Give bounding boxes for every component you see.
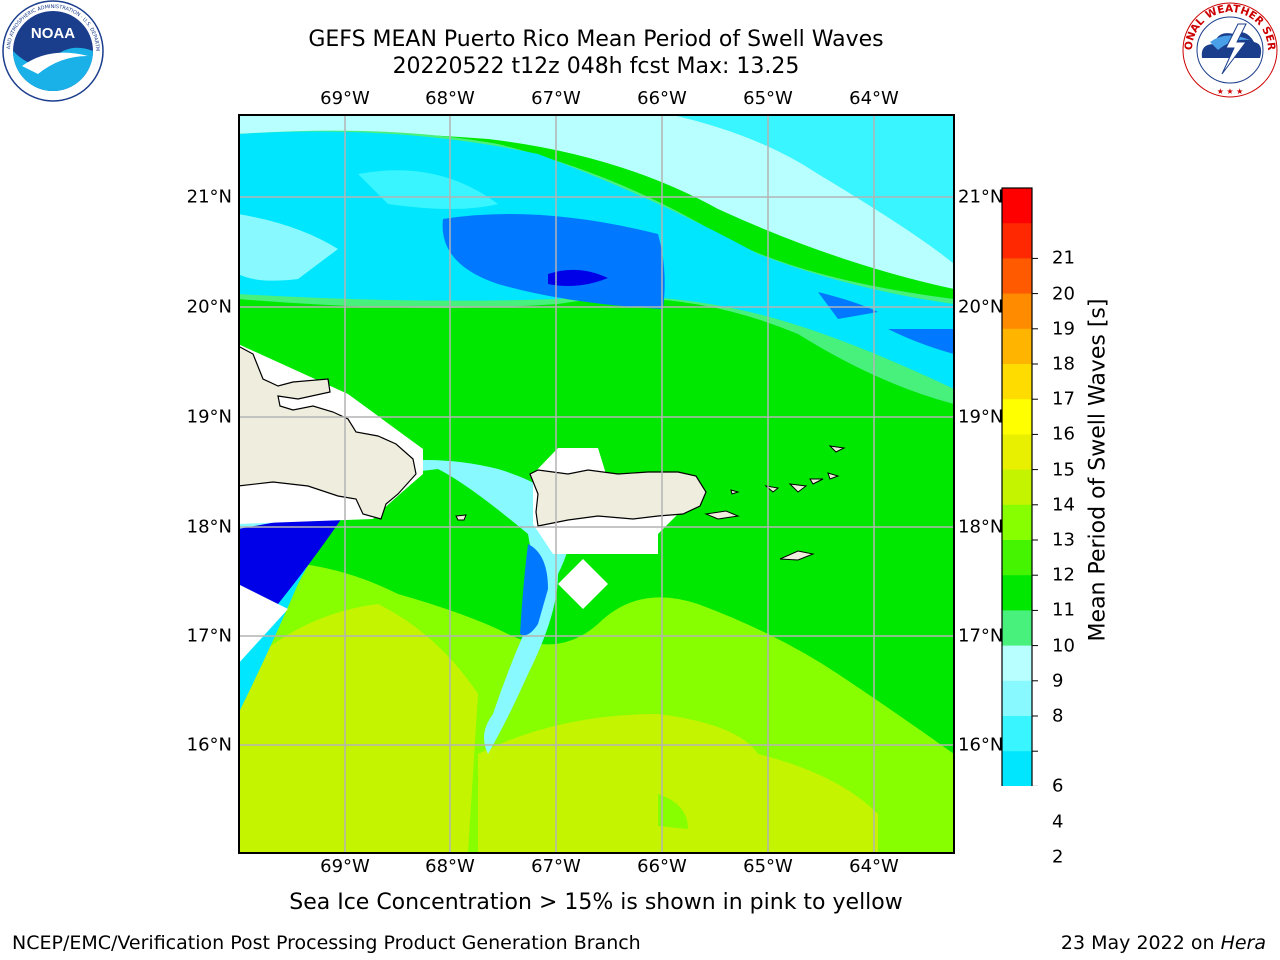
colorbar-segment	[1002, 610, 1032, 647]
lat-label-right-20n: 20°N	[958, 296, 1004, 318]
sea-ice-note: Sea Ice Concentration > 15% is shown in …	[289, 890, 903, 915]
lat-label-right-17n: 17°N	[958, 625, 1004, 647]
map-title-line1: GEFS MEAN Puerto Rico Mean Period of Swe…	[308, 27, 884, 52]
colorbar-segment	[1002, 223, 1032, 259]
colorbar-tick-label: 20	[1052, 283, 1075, 305]
swell-zone-2-4s-north	[442, 214, 665, 309]
colorbar-segment	[1002, 328, 1032, 365]
lon-label-top-65w: 65°W	[743, 88, 793, 109]
map-title-line2: 20220522 t12z 048h fcst Max: 13.25	[392, 54, 800, 79]
lat-label-left-20n: 20°N	[186, 296, 232, 318]
map-frame	[238, 114, 955, 854]
colorbar-tick-label: 14	[1052, 494, 1075, 516]
lon-label-top-64w: 64°W	[849, 88, 899, 109]
swell-zone-12-13s-east	[478, 714, 878, 853]
colorbar-tick-label: 21	[1052, 247, 1075, 269]
swell-period-map	[238, 114, 955, 854]
colorbar-tick-label: 2	[1052, 846, 1064, 868]
lat-label-left-16n: 16°N	[186, 734, 232, 756]
colorbar-segment	[1002, 540, 1032, 576]
noaa-logo-text: NOAA	[31, 25, 75, 42]
colorbar-tick-label: 19	[1052, 318, 1075, 340]
colorbar-tick-label: 11	[1052, 599, 1075, 621]
nws-logo: NATIONAL WEATHER SERVICE ★ ★ ★	[1180, 0, 1278, 98]
st-croix-landmass	[779, 550, 815, 561]
colorbar-title: Mean Period of Swell Waves [s]	[1085, 298, 1111, 642]
lat-label-right-19n: 19°N	[958, 406, 1004, 428]
footer-machine-name: Hera	[1220, 932, 1266, 954]
colorbar-tick-label: 18	[1052, 353, 1075, 375]
colorbar-segment	[1002, 504, 1032, 541]
mona-island-landmass	[455, 514, 467, 521]
colorbar-segment	[1002, 258, 1032, 295]
lat-label-left-21n: 21°N	[186, 186, 232, 208]
colorbar-segment	[1002, 434, 1032, 471]
footer-date: 23 May 2022 on Hera	[1061, 932, 1266, 954]
lat-label-right-16n: 16°N	[958, 734, 1004, 756]
noaa-logo: NOAA NATIONAL OCEANIC AND ATMOSPHERIC AD…	[0, 0, 104, 102]
lon-label-bottom-69w: 69°W	[320, 856, 370, 877]
lat-label-left-19n: 19°N	[186, 406, 232, 428]
lon-label-bottom-64w: 64°W	[849, 856, 899, 877]
footer-credit: NCEP/EMC/Verification Post Processing Pr…	[12, 932, 641, 954]
footer-date-text: 23 May 2022 on	[1060, 932, 1221, 954]
colorbar-tick-label: 6	[1052, 775, 1064, 797]
lon-label-bottom-65w: 65°W	[743, 856, 793, 877]
colorbar-segment	[1002, 680, 1032, 717]
colorbar-segment	[1002, 716, 1032, 752]
lat-label-right-21n: 21°N	[958, 186, 1004, 208]
lon-label-top-66w: 66°W	[637, 88, 687, 109]
swell-zone-12-13s-west	[238, 604, 478, 853]
swell-zone-6-7s	[238, 114, 954, 264]
colorbar-segment	[1002, 469, 1032, 506]
hispaniola-landmass	[238, 345, 417, 520]
colorbar-tick-label: 8	[1052, 705, 1064, 727]
lon-label-top-68w: 68°W	[425, 88, 475, 109]
colorbar-tick-label: 16	[1052, 423, 1075, 445]
colorbar-tick-label: 4	[1052, 811, 1064, 833]
lat-label-left-17n: 17°N	[186, 625, 232, 647]
colorbar-segment	[1002, 364, 1032, 400]
lat-label-left-18n: 18°N	[186, 516, 232, 538]
colorbar-tick-label: 17	[1052, 388, 1075, 410]
lon-label-top-69w: 69°W	[320, 88, 370, 109]
colorbar-tick-label: 10	[1052, 635, 1075, 657]
colorbar-segment	[1002, 293, 1032, 330]
lat-label-right-18n: 18°N	[958, 516, 1004, 538]
colorbar-tick-label: 13	[1052, 529, 1075, 551]
colorbar-tick-label: 12	[1052, 564, 1075, 586]
lon-label-top-67w: 67°W	[531, 88, 581, 109]
colorbar-segment	[1002, 645, 1032, 682]
colorbar-tick-label: 15	[1052, 459, 1075, 481]
colorbar	[1001, 187, 1038, 786]
colorbar-tick-label: 9	[1052, 670, 1064, 692]
swell-zone-below-2s	[548, 269, 608, 286]
colorbar-segment	[1002, 188, 1032, 224]
colorbar-segment	[1002, 575, 1032, 611]
lon-label-bottom-66w: 66°W	[637, 856, 687, 877]
lon-label-bottom-68w: 68°W	[425, 856, 475, 877]
lon-label-bottom-67w: 67°W	[531, 856, 581, 877]
colorbar-segment	[1002, 751, 1032, 786]
swell-zone-8-9s	[238, 114, 954, 289]
colorbar-segment	[1002, 399, 1032, 435]
svg-text:★ ★ ★: ★ ★ ★	[1217, 87, 1244, 96]
